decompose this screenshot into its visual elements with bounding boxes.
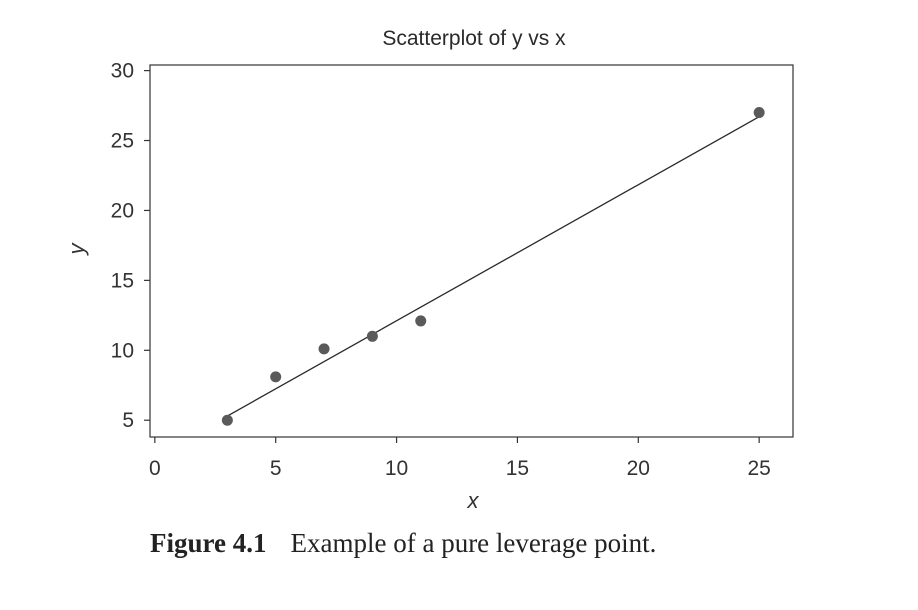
data-point-4 <box>415 315 427 327</box>
y-axis-label: y <box>64 242 89 257</box>
plot-frame <box>149 64 794 438</box>
data-point-5 <box>753 107 765 119</box>
data-point-2 <box>318 343 330 355</box>
figure-caption-text: Example of a pure leverage point. <box>290 528 657 558</box>
x-tick-label-0: 0 <box>149 457 161 480</box>
data-point-1 <box>270 371 282 383</box>
fit-line-layer <box>227 116 760 417</box>
axis-ticks: 0 5 10 15 20 25 5 10 15 20 25 30 <box>111 60 771 480</box>
y-tick-label-4: 25 <box>111 130 134 153</box>
chart-title: Scatterplot of y vs x <box>382 27 566 50</box>
y-tick-label-0: 5 <box>122 409 134 432</box>
x-tick-label-2: 10 <box>385 457 408 480</box>
y-tick-label-5: 30 <box>111 60 134 83</box>
x-tick-label-5: 25 <box>747 457 770 480</box>
figure-caption: Figure 4.1 Example of a pure leverage poi… <box>150 528 656 559</box>
data-point-3 <box>366 330 378 342</box>
x-tick-label-1: 5 <box>270 457 282 480</box>
x-tick-label-3: 15 <box>506 457 529 480</box>
fit-line <box>227 116 760 417</box>
x-axis-label: x <box>467 488 480 513</box>
y-tick-label-2: 15 <box>111 269 134 292</box>
y-tick-label-1: 10 <box>111 339 134 362</box>
figure-caption-label: Figure 4.1 <box>150 528 267 558</box>
x-tick-label-4: 20 <box>627 457 650 480</box>
scatterplot-chart: Scatterplot of y vs x 0 5 10 15 20 25 5 10 15 20 2… <box>64 27 794 513</box>
data-point-0 <box>221 414 233 426</box>
y-tick-label-3: 20 <box>111 199 134 222</box>
data-points <box>221 107 765 426</box>
